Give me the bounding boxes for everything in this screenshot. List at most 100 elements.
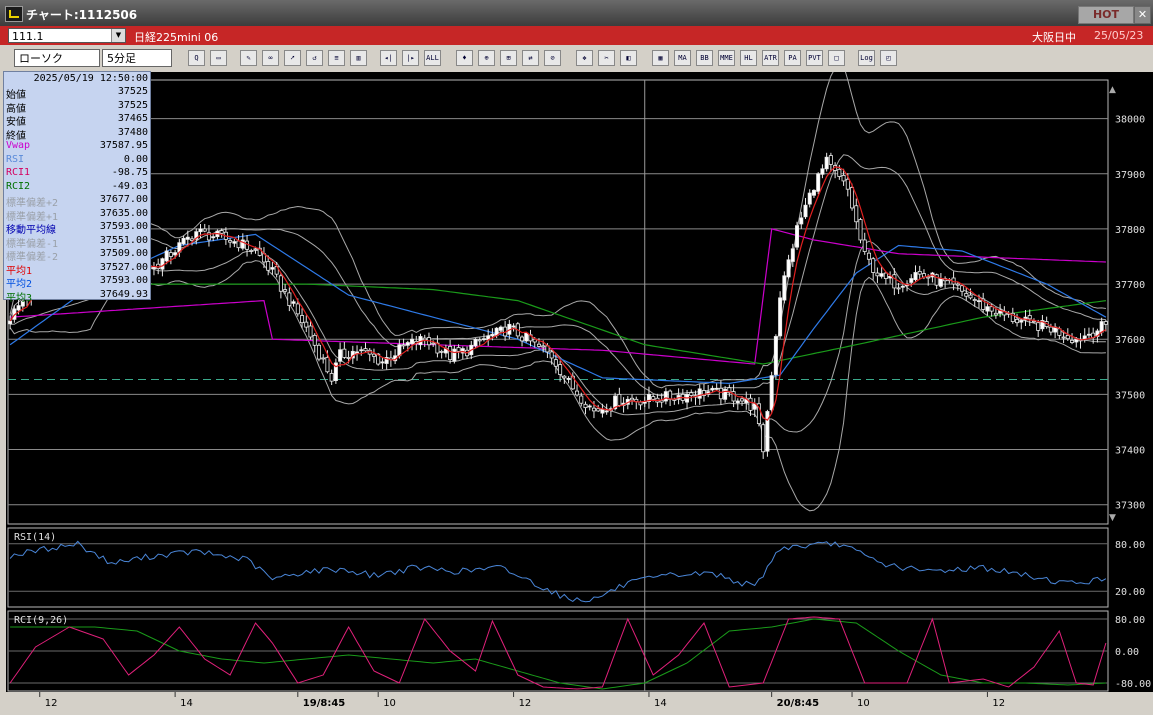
candle-body <box>431 342 436 345</box>
interval-value: 5分足 <box>107 52 136 65</box>
candle-body <box>985 306 990 312</box>
color-icon[interactable]: ◧ <box>620 50 637 66</box>
candle-body <box>325 357 330 373</box>
date-label: 25/05/23 <box>1094 29 1144 42</box>
pencil-icon[interactable]: ✎ <box>240 50 257 66</box>
time-tick-label: 20/8:45 <box>777 698 819 709</box>
info-datetime: 2025/05/19 12:50:00 <box>33 73 148 84</box>
rsi-tick-label: 20.00 <box>1115 587 1145 598</box>
candle-body <box>824 156 829 170</box>
info-label: 平均2 <box>6 279 33 290</box>
app-chart-icon <box>5 6 23 22</box>
pvt-button[interactable]: PVT <box>806 50 823 66</box>
candle-body <box>828 155 833 165</box>
bar-next-icon[interactable]: |▸ <box>402 50 419 66</box>
chevron-down-icon[interactable]: ▼ <box>111 29 125 42</box>
chart-canvas[interactable]: 38000 37900 37800 37700 37600 37500 37400 37300… <box>6 72 1153 715</box>
candle-body <box>807 192 812 205</box>
palette-icon[interactable]: ❖ <box>576 50 593 66</box>
candle-body <box>854 205 859 223</box>
link-icon[interactable]: ∞ <box>262 50 279 66</box>
candle-body <box>803 204 808 218</box>
candle-body <box>862 239 867 252</box>
indicator-icon[interactable]: ▦ <box>652 50 669 66</box>
candle-body <box>536 343 541 347</box>
toolbar: ローソク 5分足 Q ▭ ✎ ∞ ➚ ↺ ≡ ▥ ◂| |▸ ALL ♦ ⊕ ⊞ ⇄ ⊘ ❖ ✂ ◧ ▦ MA BB MME… <box>0 45 1153 70</box>
candle-body <box>748 397 753 411</box>
candle-body <box>1082 335 1087 340</box>
chart-area[interactable]: 38000 37900 37800 37700 37600 37500 37400 37300… <box>6 72 1153 715</box>
info-value: 37525 <box>117 86 148 97</box>
time-tick-label: 14 <box>180 698 193 709</box>
info-value: 37480 <box>117 126 148 138</box>
window-icon[interactable]: ▭ <box>210 50 227 66</box>
hot-button[interactable]: HOT <box>1078 6 1134 24</box>
candle-body <box>630 397 635 401</box>
trash-icon[interactable]: ▥ <box>350 50 367 66</box>
candle-body <box>566 377 571 380</box>
candle-body <box>938 278 943 287</box>
candle-body <box>913 272 918 281</box>
log-button[interactable]: Log <box>858 50 875 66</box>
candle-body <box>541 345 546 348</box>
candle-body <box>287 292 292 306</box>
candle-body <box>304 321 309 328</box>
lock-icon[interactable]: ⊘ <box>544 50 561 66</box>
zoom-icon[interactable]: ⊕ <box>478 50 495 66</box>
candle-body <box>359 349 364 352</box>
candle-body <box>773 336 778 375</box>
info-row: 終値 37480 <box>6 126 148 142</box>
info-row: 平均3 37649.93 <box>6 288 148 304</box>
info-row: RCI1 -98.75 <box>6 167 148 180</box>
info-value: 37593.00 <box>99 275 148 286</box>
close-button[interactable]: ✕ <box>1134 6 1151 24</box>
candle-body <box>422 337 427 341</box>
candle-body <box>283 289 288 292</box>
bid-icon[interactable]: ♦ <box>456 50 473 66</box>
mme-button[interactable]: MME <box>718 50 735 66</box>
cursor-icon[interactable]: ➚ <box>284 50 301 66</box>
info-row: 安値 37465 <box>6 113 148 128</box>
box-button[interactable]: □ <box>828 50 845 66</box>
info-value: 0.00 <box>123 153 148 165</box>
candle-body <box>410 338 415 345</box>
chart-type-select[interactable]: ローソク <box>14 49 100 67</box>
info-label: 標準偏差-1 <box>6 238 59 250</box>
atr-button[interactable]: ATR <box>762 50 779 66</box>
candle-body <box>740 398 745 402</box>
code-select[interactable]: 111.1 ▼ <box>8 28 126 43</box>
bar-prev-icon[interactable]: ◂| <box>380 50 397 66</box>
candle-body <box>1048 326 1053 333</box>
candle-body <box>270 267 275 270</box>
all-button[interactable]: ALL <box>424 50 441 66</box>
candle-body <box>727 387 732 394</box>
info-row: 標準偏差+1 37635.00 <box>6 207 148 223</box>
info-row: 始値 37525 <box>6 86 148 101</box>
settings-icon[interactable]: ◰ <box>880 50 897 66</box>
para-button[interactable]: PA <box>784 50 801 66</box>
info-value: 37593.00 <box>99 221 148 232</box>
compare-icon[interactable]: ⇄ <box>522 50 539 66</box>
chart-icon[interactable]: ⊞ <box>500 50 517 66</box>
ma-button[interactable]: MA <box>674 50 691 66</box>
info-label: 安値 <box>6 117 26 128</box>
info-value: 37635.00 <box>99 207 148 219</box>
bb-button[interactable]: BB <box>696 50 713 66</box>
candle-body <box>756 403 761 425</box>
interval-select[interactable]: 5分足 <box>102 49 172 67</box>
info-value: 37649.93 <box>99 288 148 300</box>
rci1-line <box>9 616 1107 690</box>
candle-body <box>934 274 939 286</box>
info-row: RSI 0.00 <box>6 154 148 167</box>
candle-body <box>168 252 173 257</box>
wrench-icon[interactable]: ✂ <box>598 50 615 66</box>
candle-body <box>697 388 702 399</box>
candle-body <box>718 387 723 400</box>
info-label: 平均1 <box>6 265 33 277</box>
rotate-icon[interactable]: ↺ <box>306 50 323 66</box>
search-icon[interactable]: Q <box>188 50 205 66</box>
price-tick-label: 37400 <box>1115 446 1145 457</box>
note-icon[interactable]: ≡ <box>328 50 345 66</box>
hl-button[interactable]: HL <box>740 50 757 66</box>
candle-body <box>439 350 444 353</box>
